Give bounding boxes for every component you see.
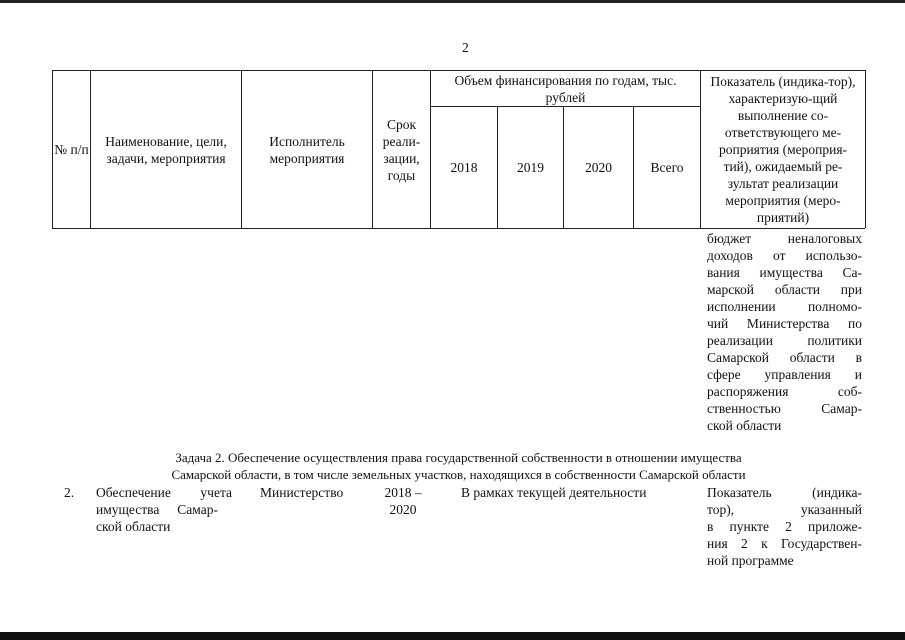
text-line: реализации политики (707, 333, 862, 348)
text-line: Показатель (индика- (707, 485, 862, 500)
text-line: распоряжения соб- (707, 384, 862, 399)
header-year-2020: 2020 (585, 160, 612, 175)
header-funding: Объем финансирования по годам, тыс. рубл… (454, 72, 677, 105)
text-line: Обеспечение учета (96, 485, 232, 500)
text-line: доходов от использо- (707, 248, 862, 263)
text-line: ской области (707, 418, 782, 433)
row-funding: В рамках текущей деятельности (461, 485, 647, 500)
task-heading-line: Задача 2. Обеспечение осуществления прав… (175, 450, 742, 465)
header-num: № п/п (54, 142, 89, 157)
text-line: исполнении полномо- (707, 299, 862, 314)
header-term: Срок реали-зации, годы (382, 116, 421, 183)
text-line: бюджет неналоговых (707, 231, 862, 246)
scan-edge-bottom (0, 632, 905, 640)
text-line: ния 2 к Государствен- (707, 536, 862, 551)
text-line: 2020 (389, 502, 417, 517)
header-year-2018: 2018 (450, 160, 478, 175)
indicator-continuation: бюджет неналоговых доходов от использо- … (707, 230, 862, 434)
text-line: сфере управления и (707, 367, 862, 382)
header-name: Наименование, цели, задачи, мероприятия (105, 133, 227, 166)
row-term: 2018 – 2020 (374, 484, 432, 518)
row-indicator: Показатель (индика- тор), указанный в пу… (707, 484, 862, 569)
task-heading-line: Самарской области, в том числе земельных… (171, 467, 746, 482)
text-line: ной программе (707, 553, 794, 568)
task-heading: Задача 2. Обеспечение осуществления прав… (52, 449, 865, 483)
text-line: Самарской области в (707, 350, 862, 365)
header-indicator: Показатель (индика-тор), характеризую-щи… (710, 74, 856, 225)
row-num: 2. (64, 485, 75, 500)
text-line: в пункте 2 приложе- (707, 519, 862, 534)
text-line: чий Министерства по (707, 316, 862, 331)
text-line: тор), указанный (707, 502, 862, 517)
text-line: 2018 – (384, 485, 422, 500)
scan-edge-top (0, 0, 905, 3)
text-line: ской области (96, 519, 171, 534)
text-line: марской области при (707, 282, 862, 297)
row-executor: Министерство (260, 485, 344, 500)
row-name: Обеспечение учета имущества Самар- ской … (96, 484, 232, 535)
header-executor: Исполнитель мероприятия (269, 133, 345, 166)
text-line: ственностью Самар- (707, 401, 862, 416)
text-line: вания имущества Са- (707, 265, 862, 280)
header-total: Всего (650, 160, 684, 175)
text-line: имущества Самар- (96, 502, 218, 517)
header-year-2019: 2019 (517, 160, 544, 175)
page-number: 2 (462, 40, 469, 55)
